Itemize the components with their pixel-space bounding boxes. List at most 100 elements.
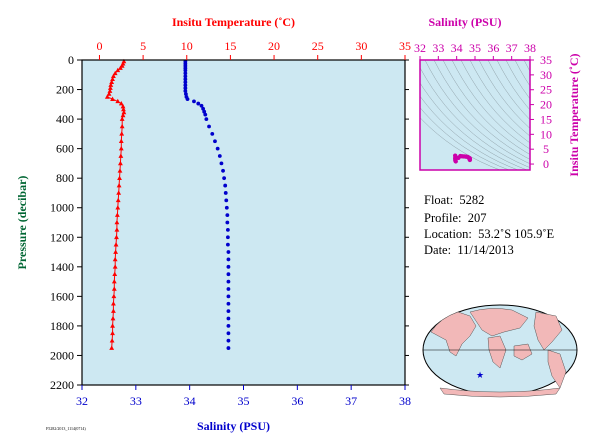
- temperature-point: [113, 242, 119, 247]
- salinity-point: [183, 80, 188, 85]
- temperature-point: [114, 219, 120, 225]
- salinity-point: [183, 89, 188, 93]
- temperature-point: [117, 175, 122, 180]
- temperature-point: [110, 330, 115, 336]
- temperature-point: [109, 345, 115, 350]
- pressure-tick-label: 2200: [50, 378, 74, 392]
- pressure-tick-label: 1400: [50, 260, 74, 274]
- temperature-point: [112, 271, 118, 277]
- salinity-point: [223, 183, 228, 188]
- salinity-tick-label: 37: [345, 394, 357, 408]
- ts-salinity-tick-label: 38: [524, 41, 536, 55]
- float-info-float: Float: 5282: [424, 193, 484, 208]
- temperature-point: [118, 160, 123, 166]
- temperature-point: [107, 85, 113, 90]
- temperature-point: [104, 94, 110, 99]
- salinity-point: [192, 99, 196, 104]
- location-label: Location:: [424, 227, 472, 241]
- ts-salinity-tick-label: 37: [506, 41, 518, 55]
- ts-diagram-background: [420, 60, 530, 170]
- ts-temperature-tick-label: 30: [540, 68, 552, 82]
- salinity-point: [226, 250, 231, 254]
- ts-point: [453, 159, 458, 164]
- salinity-point: [210, 131, 215, 136]
- salinity-point: [201, 106, 206, 111]
- salinity-point: [219, 161, 224, 166]
- profile-plot-background: [82, 60, 405, 385]
- date-label: Date:: [424, 243, 452, 257]
- salinity-point: [226, 309, 231, 314]
- ts-temperature-tick-label: 0: [543, 157, 549, 171]
- salinity-point: [185, 97, 190, 102]
- salinity-point: [226, 316, 231, 321]
- temperature-point: [119, 123, 125, 129]
- location-value: 53.2˚S 105.9˚E: [478, 227, 555, 241]
- pressure-tick-label: 1200: [50, 230, 74, 244]
- salinity-point: [196, 101, 201, 106]
- ts-point: [467, 157, 473, 163]
- temperature-point: [118, 153, 124, 158]
- salinity-point: [226, 279, 231, 284]
- salinity-point: [207, 124, 211, 129]
- salinity-point: [226, 287, 231, 291]
- profile-label: Profile:: [424, 211, 462, 225]
- salinity-point: [222, 176, 227, 181]
- salinity-point: [225, 227, 230, 232]
- temperature-point: [121, 106, 126, 112]
- salinity-tick-label: 35: [238, 394, 250, 408]
- ts-temperature-tick-label: 10: [540, 127, 552, 141]
- profile-value: 207: [467, 211, 487, 225]
- ts-salinity-tick-label: 34: [451, 41, 463, 55]
- salinity-point: [183, 74, 188, 79]
- salinity-point: [215, 146, 220, 151]
- float-value: 5282: [459, 193, 485, 207]
- salinity-tick-label: 38: [399, 394, 411, 408]
- ts-salinity-tick-label: 36: [487, 41, 499, 55]
- salinity-point: [224, 198, 229, 203]
- temperature-point: [111, 73, 116, 79]
- temperature-point: [118, 146, 124, 151]
- salinity-point: [217, 154, 222, 158]
- salinity-point: [225, 242, 230, 247]
- date-value: 11/14/2013: [457, 243, 514, 257]
- temperature-point: [108, 82, 114, 87]
- temperature-point: [113, 249, 119, 254]
- ts-temperature-tick-label: 20: [540, 98, 552, 112]
- temperature-axis-title: Insitu Temperature (˚C): [172, 15, 295, 29]
- temperature-point: [118, 65, 123, 70]
- salinity-point: [224, 205, 229, 210]
- temperature-point: [112, 256, 118, 262]
- float-label: Float:: [424, 193, 454, 207]
- salinity-tick-label: 32: [76, 394, 88, 408]
- float-info-location: Location: 53.2˚S 105.9˚E: [424, 227, 554, 242]
- temperature-point: [111, 286, 117, 291]
- temperature-tick-label: 20: [268, 39, 280, 53]
- temperature-point: [111, 301, 116, 306]
- salinity-point: [226, 257, 231, 262]
- ts-salinity-title: Salinity (PSU): [428, 15, 501, 29]
- salinity-point: [226, 331, 231, 336]
- salinity-point: [183, 92, 188, 96]
- temperature-point: [112, 70, 118, 76]
- temperature-point: [110, 76, 115, 82]
- salinity-point: [203, 112, 208, 117]
- salinity-point: [199, 103, 204, 108]
- float-info-profile: Profile: 207: [424, 211, 487, 226]
- ts-temperature-tick-label: 15: [540, 112, 552, 126]
- pressure-tick-label: 600: [56, 142, 74, 156]
- salinity-point: [183, 68, 188, 73]
- temperature-point: [119, 131, 125, 136]
- ts-salinity-tick-label: 33: [432, 41, 444, 55]
- temperature-point: [117, 168, 123, 173]
- pressure-tick-label: 1800: [50, 319, 74, 333]
- temperature-point: [120, 103, 126, 109]
- temperature-tick-label: 5: [140, 39, 146, 53]
- map-land: [430, 308, 567, 398]
- temperature-point: [118, 138, 124, 144]
- ts-salinity-tick-label: 32: [414, 41, 426, 55]
- footer-text: F5282/2013_1114(0714): [46, 426, 86, 431]
- temperature-point: [121, 109, 127, 115]
- ts-salinity-tick-label: 35: [469, 41, 481, 55]
